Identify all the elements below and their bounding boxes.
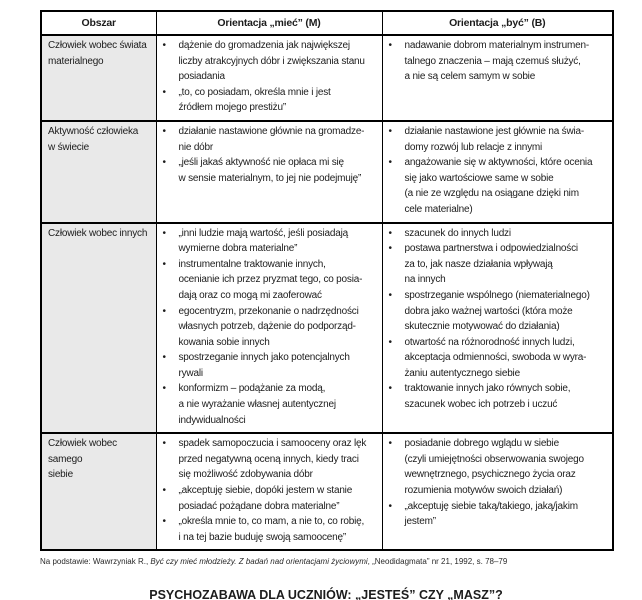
- bullet-item: • nadawanie dobrom materialnym instrumen…: [389, 38, 608, 85]
- bullet-item: • postawa partnerstwa i odpowiedzialnośc…: [389, 241, 608, 288]
- bullet-item: • działanie nastawione jest głównie na ś…: [389, 124, 608, 155]
- bullet-icon: •: [162, 157, 167, 169]
- bullet-text: angażowanie się w aktywności, które ocen…: [404, 157, 593, 215]
- bullet-icon: •: [388, 383, 393, 395]
- bullet-item: • „inni ludzie mają wartość, jeśli posia…: [163, 226, 377, 257]
- bullet-icon: •: [162, 40, 167, 51]
- bullet-item: • otwartość na różnorodność innych ludzi…: [389, 335, 608, 382]
- col-header-byc: Orientacja „być” (B): [381, 10, 614, 36]
- bullet-text: spostrzeganie wspólnego (niematerialnego…: [404, 289, 590, 333]
- bullet-item: • konformizm – podążanie za modą, a nie …: [163, 381, 377, 428]
- bullet-icon: •: [388, 500, 393, 512]
- miec-cell: • spadek samopoczucia i samooceny oraz l…: [155, 432, 383, 552]
- bullet-text: „to, co posiadam, określa mnie i jest źr…: [178, 86, 331, 114]
- bullet-icon: •: [162, 305, 167, 317]
- table-row: Aktywność człowieka w świecie • działani…: [40, 119, 614, 224]
- bullet-icon: •: [162, 516, 167, 528]
- bullet-text: działanie nastawione głównie na gromadze…: [178, 125, 365, 153]
- bullet-text: „akceptuję siebie, dopóki jestem w stani…: [178, 485, 353, 512]
- bullet-text: „określa mnie to, co mam, a nie to, co r…: [178, 516, 365, 543]
- bullet-item: • dążenie do gromadzenia jak największej…: [163, 38, 377, 85]
- bullet-text: spadek samopoczucia i samooceny oraz lęk…: [178, 438, 367, 481]
- col-header-obszar: Obszar: [40, 10, 157, 36]
- bullet-icon: •: [388, 289, 393, 301]
- bullet-item: • angażowanie się w aktywności, które oc…: [389, 155, 608, 217]
- bullet-icon: •: [388, 40, 393, 51]
- byc-cell: • działanie nastawione jest głównie na ś…: [381, 119, 614, 224]
- footnote-work-title: Być czy mieć młodzieży. Z badań nad orie…: [150, 557, 368, 567]
- bullet-text: „akceptuję siebie taką/takiego, jaką/jak…: [404, 500, 579, 528]
- bullet-icon: •: [162, 383, 167, 395]
- bullet-icon: •: [162, 125, 167, 137]
- bullet-text: postawa partnerstwa i odpowiedzialności …: [404, 243, 579, 286]
- bullet-text: otwartość na różnorodność innych ludzi, …: [404, 336, 587, 379]
- bullet-item: • działanie nastawione głównie na gromad…: [163, 124, 377, 155]
- bullet-item: • spostrzeganie wspólnego (niematerialne…: [389, 288, 608, 335]
- area-cell: Człowiek wobec samego siebie: [40, 432, 157, 552]
- bullet-item: • „akceptuję siebie, dopóki jestem w sta…: [163, 483, 377, 514]
- area-cell: Człowiek wobec innych: [40, 221, 157, 435]
- bullet-text: egocentryzm, przekonanie o nadrzędności …: [178, 305, 359, 348]
- bullet-text: posiadanie dobrego wglądu w siebie (czyl…: [404, 438, 585, 497]
- orientation-table: Obszar Orientacja „mieć” (M) Orientacja …: [40, 10, 614, 552]
- table-row: Człowiek wobec innych • „inni ludzie maj…: [40, 221, 614, 435]
- byc-cell: • szacunek do innych ludzi • postawa par…: [381, 221, 614, 435]
- header-row: Obszar Orientacja „mieć” (M) Orientacja …: [40, 10, 614, 36]
- bullet-text: nadawanie dobrom materialnym instrumen- …: [404, 40, 590, 83]
- miec-cell: • „inni ludzie mają wartość, jeśli posia…: [155, 221, 383, 435]
- bullet-item: • instrumentalne traktowanie innych, oce…: [163, 257, 377, 304]
- bullet-item: • „określa mnie to, co mam, a nie to, co…: [163, 514, 377, 545]
- bullet-text: spostrzeganie innych jako potencjalnych …: [178, 352, 350, 379]
- bullet-item: • „to, co posiadam, określa mnie i jest …: [163, 85, 377, 116]
- col-header-miec: Orientacja „mieć” (M): [155, 10, 383, 36]
- bullet-icon: •: [162, 352, 167, 364]
- bullet-icon: •: [388, 243, 393, 255]
- footnote-prefix: Na podstawie: Wawrzyniak R.,: [40, 557, 151, 567]
- bullet-text: szacunek do innych ludzi: [404, 227, 512, 239]
- bullet-icon: •: [388, 227, 393, 239]
- bullet-icon: •: [162, 86, 167, 98]
- miec-cell: • działanie nastawione głównie na gromad…: [155, 119, 383, 224]
- bullet-text: „inni ludzie mają wartość, jeśli posiada…: [178, 227, 349, 255]
- bullet-item: • egocentryzm, przekonanie o nadrzędnośc…: [163, 304, 377, 351]
- area-cell: Aktywność człowieka w świecie: [40, 119, 157, 224]
- bullet-icon: •: [162, 438, 167, 450]
- table-row: Człowiek wobec samego siebie • spadek sa…: [40, 432, 614, 552]
- bullet-icon: •: [162, 485, 167, 497]
- bullet-icon: •: [162, 227, 167, 239]
- area-cell: Człowiek wobec świata materialnego: [40, 34, 157, 122]
- source-footnote: Na podstawie: Wawrzyniak R., Być czy mie…: [40, 557, 612, 566]
- bullet-item: • traktowanie innych jako równych sobie,…: [389, 381, 608, 412]
- bullet-item: • „jeśli jakaś aktywność nie opłaca mi s…: [163, 155, 377, 186]
- bullet-text: traktowanie innych jako równych sobie, s…: [404, 383, 571, 411]
- bullet-item: • posiadanie dobrego wglądu w siebie (cz…: [389, 436, 608, 498]
- bullet-item: • szacunek do innych ludzi: [389, 226, 608, 242]
- bullet-text: dążenie do gromadzenia jak największej l…: [178, 40, 365, 83]
- bullet-icon: •: [388, 125, 393, 137]
- bullet-icon: •: [388, 336, 393, 348]
- quiz-title: PSYCHOZABAWA DLA UCZNIÓW: „JESTEŚ” CZY „…: [149, 588, 503, 600]
- bullet-text: instrumentalne traktowanie innych, oceni…: [178, 258, 363, 301]
- table-row: Człowiek wobec świata materialnego • dąż…: [40, 34, 614, 122]
- byc-cell: • posiadanie dobrego wglądu w siebie (cz…: [381, 432, 614, 552]
- bullet-icon: •: [162, 258, 167, 270]
- bullet-item: • „akceptuję siebie taką/takiego, jaką/j…: [389, 499, 608, 530]
- byc-cell: • nadawanie dobrom materialnym instrumen…: [381, 34, 614, 122]
- footnote-suffix: , „Neodidagmata” nr 21, 1992, s. 78–79: [367, 557, 508, 567]
- bullet-icon: •: [388, 438, 393, 450]
- miec-cell: • dążenie do gromadzenia jak największej…: [155, 34, 383, 122]
- bullet-text: działanie nastawione jest głównie na świ…: [404, 125, 585, 153]
- bullet-icon: •: [388, 157, 393, 169]
- bullet-text: „jeśli jakaś aktywność nie opłaca mi się…: [178, 157, 362, 184]
- bullet-text: konformizm – podążanie za modą, a nie wy…: [178, 383, 337, 426]
- bullet-item: • spostrzeganie innych jako potencjalnyc…: [163, 350, 377, 381]
- bullet-item: • spadek samopoczucia i samooceny oraz l…: [163, 436, 377, 483]
